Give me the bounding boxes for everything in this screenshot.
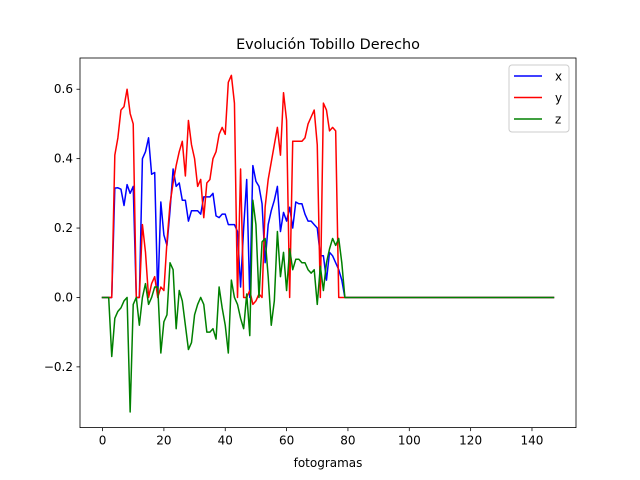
chart-title: Evolución Tobillo Derecho bbox=[236, 37, 420, 53]
x-axis-label: fotogramas bbox=[294, 456, 363, 470]
x-tick-label: 120 bbox=[459, 434, 482, 448]
y-axis-ticks: −0.2 0.0 0.2 0.4 0.6 bbox=[44, 82, 80, 374]
legend: xyz bbox=[508, 64, 570, 133]
x-tick-label: 40 bbox=[218, 434, 233, 448]
x-tick-label: 80 bbox=[340, 434, 355, 448]
x-tick-label: 0 bbox=[99, 434, 107, 448]
plot-frame bbox=[79, 57, 577, 429]
legend-label-z: z bbox=[555, 113, 561, 127]
series-layer bbox=[101, 74, 555, 413]
x-axis-ticks: 0 20 40 60 80 100 120 140 bbox=[99, 427, 544, 448]
y-tick-label: 0.2 bbox=[54, 221, 73, 235]
x-tick-label: 100 bbox=[398, 434, 421, 448]
series-line-y bbox=[101, 74, 555, 306]
y-tick-label: −0.2 bbox=[44, 360, 73, 374]
legend-label-x: x bbox=[555, 70, 562, 84]
y-tick-label: 0.6 bbox=[54, 82, 73, 96]
x-tick-label: 20 bbox=[156, 434, 171, 448]
legend-box bbox=[508, 64, 570, 133]
y-tick-label: 0.0 bbox=[54, 290, 73, 304]
series-line-x bbox=[101, 137, 555, 299]
x-tick-label: 60 bbox=[279, 434, 294, 448]
x-tick-label: 140 bbox=[521, 434, 544, 448]
y-tick-label: 0.4 bbox=[54, 152, 73, 166]
legend-label-y: y bbox=[555, 91, 562, 105]
series-line-z bbox=[101, 199, 555, 413]
